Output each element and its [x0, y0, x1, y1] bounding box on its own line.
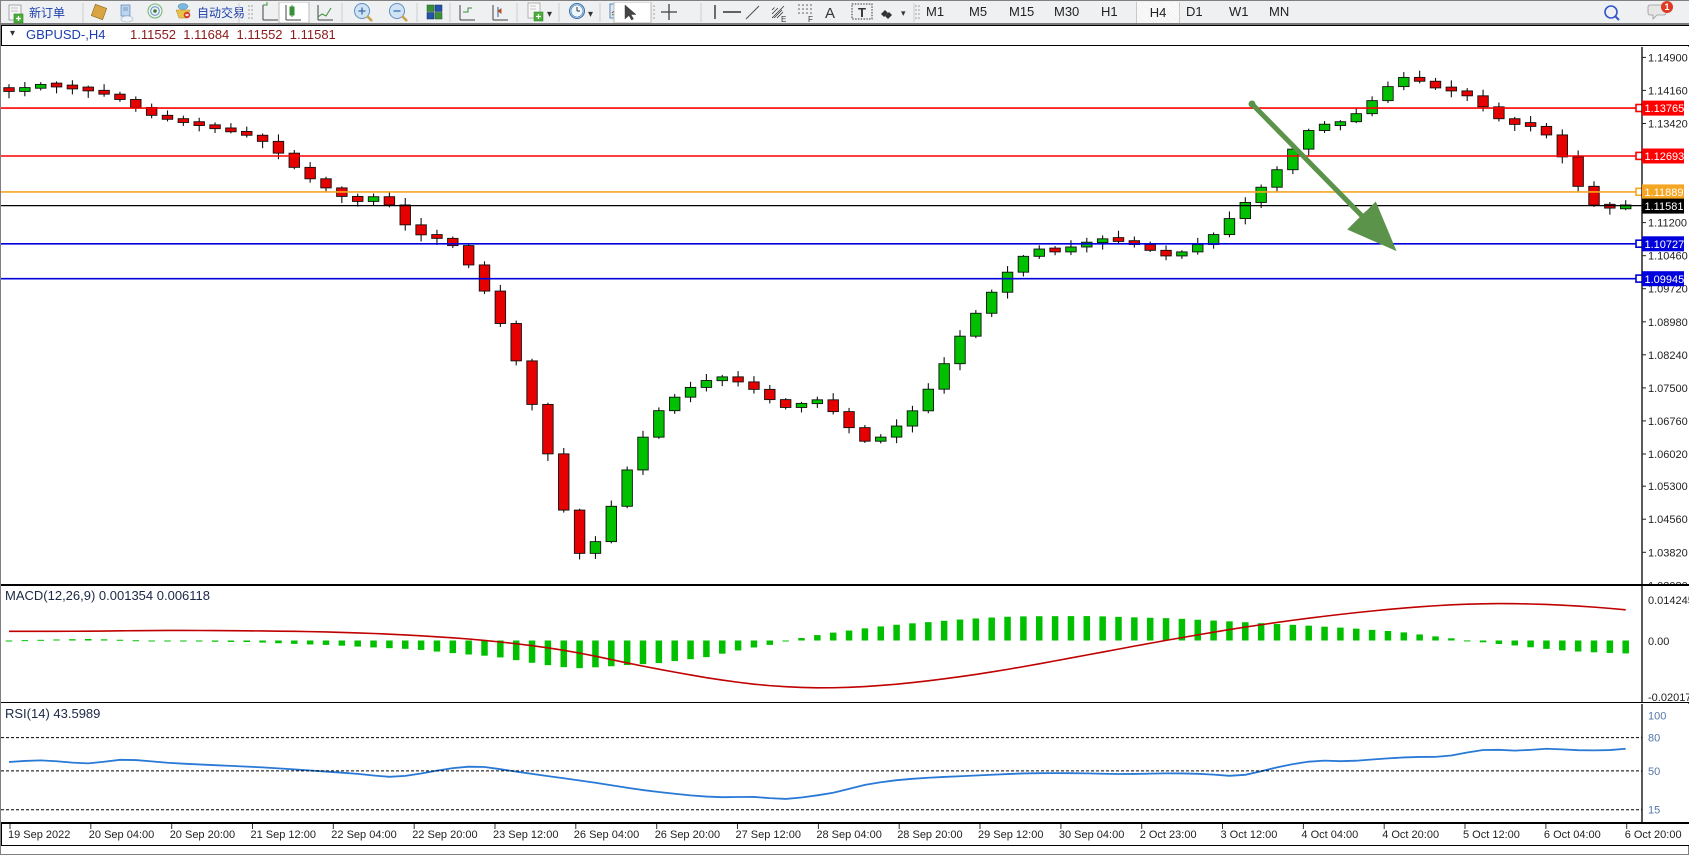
- svg-text:1.06020: 1.06020: [1648, 449, 1688, 461]
- svg-text:1.10460: 1.10460: [1648, 251, 1688, 263]
- svg-text:-0.020171: -0.020171: [1648, 692, 1689, 703]
- svg-text:1.11200: 1.11200: [1648, 218, 1687, 230]
- svg-text:1.07500: 1.07500: [1648, 383, 1688, 395]
- svg-text:1.12693: 1.12693: [1645, 151, 1685, 163]
- svg-text:1.14900: 1.14900: [1648, 52, 1688, 64]
- svg-text:1.11581: 1.11581: [1645, 201, 1684, 213]
- svg-text:15: 15: [1648, 805, 1660, 817]
- svg-text:50: 50: [1648, 766, 1660, 778]
- svg-text:1.14160: 1.14160: [1648, 85, 1688, 97]
- svg-text:1.09945: 1.09945: [1645, 274, 1685, 286]
- svg-text:0.00: 0.00: [1648, 636, 1669, 648]
- svg-text:1.06760: 1.06760: [1648, 416, 1688, 428]
- svg-text:1.13420: 1.13420: [1648, 119, 1688, 131]
- svg-text:1.05300: 1.05300: [1648, 481, 1688, 493]
- svg-text:1.11889: 1.11889: [1645, 187, 1684, 199]
- svg-text:80: 80: [1648, 733, 1660, 745]
- svg-text:0.014245: 0.014245: [1648, 595, 1689, 607]
- svg-text:1.08240: 1.08240: [1648, 350, 1688, 362]
- svg-text:1.08980: 1.08980: [1648, 317, 1688, 329]
- svg-text:1.10727: 1.10727: [1645, 239, 1685, 251]
- svg-text:1.03820: 1.03820: [1648, 547, 1688, 559]
- svg-text:100: 100: [1648, 711, 1666, 723]
- svg-text:1.04560: 1.04560: [1648, 514, 1688, 526]
- svg-text:1.13765: 1.13765: [1645, 103, 1685, 115]
